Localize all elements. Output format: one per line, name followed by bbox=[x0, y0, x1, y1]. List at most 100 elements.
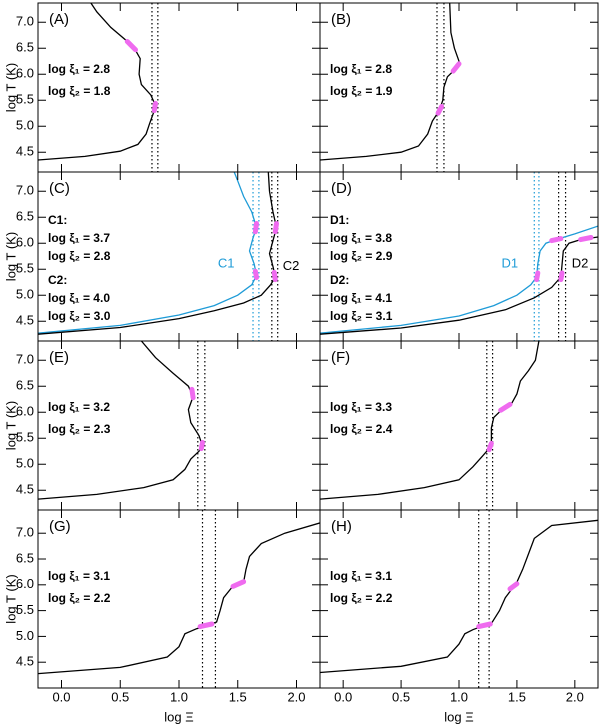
highlight bbox=[271, 269, 278, 283]
highlight bbox=[252, 221, 259, 235]
y-tick-label: 6.5 bbox=[16, 378, 34, 393]
y-tick-label: 6.5 bbox=[16, 209, 34, 224]
y-tick-label: 5.0 bbox=[16, 628, 34, 643]
highlight bbox=[450, 61, 462, 74]
highlight bbox=[151, 100, 158, 114]
curve bbox=[38, 522, 320, 675]
panel-label: (B) bbox=[331, 11, 351, 28]
highlight bbox=[498, 401, 513, 413]
panel-label: (F) bbox=[331, 349, 350, 366]
panel: 0.0 0.5 1.0 1.5 2.0 (H) log ξ₁ = 3.1 log ξ₂ = 2… bbox=[319, 509, 599, 724]
y-tick-label: 6.5 bbox=[16, 550, 34, 565]
y-tick-label: 7.0 bbox=[16, 525, 34, 540]
annotation: log ξ₂ = 1.9 bbox=[330, 84, 393, 98]
annotation: log ξ₁ = 3.3 bbox=[330, 400, 392, 414]
plot-area bbox=[38, 3, 159, 172]
plot-area bbox=[38, 510, 320, 688]
curve bbox=[38, 172, 258, 334]
panel-label: (E) bbox=[49, 349, 69, 366]
y-tick-label: 6.5 bbox=[16, 40, 34, 55]
y-tick-label: 4.5 bbox=[16, 654, 34, 669]
annotation: log ξ₂ = 2.4 bbox=[330, 422, 393, 436]
y-tick-label: 6.0 bbox=[16, 66, 34, 81]
curve bbox=[320, 519, 598, 674]
panel: 4.5 5.0 5.5 6.0 6.5 7.0 C1 C2 (C) C1: log ξ₁ = 3.7… bbox=[3, 171, 321, 342]
x-tick-label: 1.5 bbox=[508, 689, 526, 704]
annotation: log ξ₁ = 3.1 bbox=[330, 569, 392, 583]
y-tick-label: 5.0 bbox=[16, 287, 34, 302]
y-tick-label: 5.5 bbox=[16, 92, 34, 107]
highlight bbox=[558, 270, 565, 283]
y-axis-title: log T (K) bbox=[3, 232, 18, 281]
y-tick-label: 7.0 bbox=[16, 14, 34, 29]
y-tick-label: 7.0 bbox=[16, 183, 34, 198]
x-tick-label: 0.0 bbox=[52, 689, 70, 704]
x-tick-label: 0.5 bbox=[111, 689, 129, 704]
curve-label: C1 bbox=[218, 255, 235, 270]
annotation: log ξ₂ = 2.8 bbox=[48, 249, 111, 263]
x-tick-label: 1.5 bbox=[229, 689, 247, 704]
y-tick-label: 7.0 bbox=[16, 352, 34, 367]
y-tick-label: 5.5 bbox=[16, 602, 34, 617]
highlight bbox=[189, 386, 196, 401]
y-tick-label: 5.5 bbox=[16, 430, 34, 445]
panel-label: (H) bbox=[331, 518, 352, 535]
annotation: C2: bbox=[48, 273, 67, 287]
plot-area bbox=[320, 172, 598, 341]
panel-frame bbox=[319, 509, 599, 689]
highlight bbox=[272, 221, 279, 235]
y-tick-label: 6.0 bbox=[16, 576, 34, 591]
highlight bbox=[124, 39, 138, 53]
plot-area bbox=[38, 341, 206, 510]
plot-area bbox=[320, 341, 540, 510]
highlight bbox=[197, 621, 215, 630]
annotation: log ξ₁ = 3.2 bbox=[48, 400, 110, 414]
highlight bbox=[534, 270, 541, 283]
x-tick-label: 1.0 bbox=[450, 689, 468, 704]
panel: 4.5 5.0 5.5 6.0 6.5 7.0 (A) log ξ₁ = 2.8 log ξ₂ … bbox=[3, 2, 321, 173]
panel: D1 D2 (D) D1: log ξ₁ = 3.8 log ξ₂ = 2.9 D2: log… bbox=[319, 171, 599, 342]
annotation: log ξ₁ = 4.0 bbox=[48, 291, 110, 305]
annotation: C1: bbox=[48, 213, 67, 227]
annotation: log ξ₂ = 2.3 bbox=[48, 422, 111, 436]
plot-area bbox=[320, 510, 598, 688]
y-tick-label: 4.5 bbox=[16, 313, 34, 328]
annotation: log ξ₂ = 3.0 bbox=[48, 309, 111, 323]
y-axis-title: log T (K) bbox=[3, 63, 18, 112]
annotation: log ξ₂ = 2.9 bbox=[330, 249, 393, 263]
panel-label: (A) bbox=[49, 11, 69, 28]
x-tick-label: 1.0 bbox=[170, 689, 188, 704]
x-axis-title: log Ξ bbox=[164, 709, 193, 724]
curve-label: D1 bbox=[501, 255, 518, 270]
x-axis-title: log Ξ bbox=[444, 709, 473, 724]
annotation: log ξ₂ = 2.2 bbox=[330, 591, 393, 605]
panel-label: (D) bbox=[331, 180, 352, 197]
y-tick-label: 6.0 bbox=[16, 235, 34, 250]
curve-label: C2 bbox=[283, 258, 300, 273]
y-tick-label: 5.5 bbox=[16, 261, 34, 276]
annotation: log ξ₂ = 3.1 bbox=[330, 309, 393, 323]
highlight bbox=[252, 268, 259, 281]
annotation: log ξ₁ = 2.8 bbox=[48, 62, 110, 76]
x-tick-label: 0.0 bbox=[334, 689, 352, 704]
panel: 4.5 5.0 5.5 6.0 6.5 7.0 (E) log ξ₁ = 3.2 log ξ₂ … bbox=[3, 340, 321, 511]
highlight bbox=[507, 581, 520, 592]
y-tick-label: 5.0 bbox=[16, 118, 34, 133]
x-tick-label: 2.0 bbox=[566, 689, 584, 704]
plot-area bbox=[38, 172, 279, 341]
y-tick-label: 4.5 bbox=[16, 144, 34, 159]
curve bbox=[320, 3, 460, 161]
annotation: log ξ₁ = 3.1 bbox=[48, 569, 110, 583]
y-tick-label: 4.5 bbox=[16, 482, 34, 497]
annotation: log ξ₁ = 2.8 bbox=[330, 62, 392, 76]
highlight bbox=[230, 579, 247, 589]
y-axis-title: log T (K) bbox=[3, 401, 18, 450]
annotation: D1: bbox=[330, 213, 349, 227]
annotation: log ξ₁ = 4.1 bbox=[330, 291, 392, 305]
panel: (F) log ξ₁ = 3.3 log ξ₂ = 2.4 bbox=[319, 340, 599, 511]
y-axis-title: log T (K) bbox=[3, 574, 18, 623]
x-tick-label: 2.0 bbox=[287, 689, 305, 704]
annotation: D2: bbox=[330, 273, 349, 287]
